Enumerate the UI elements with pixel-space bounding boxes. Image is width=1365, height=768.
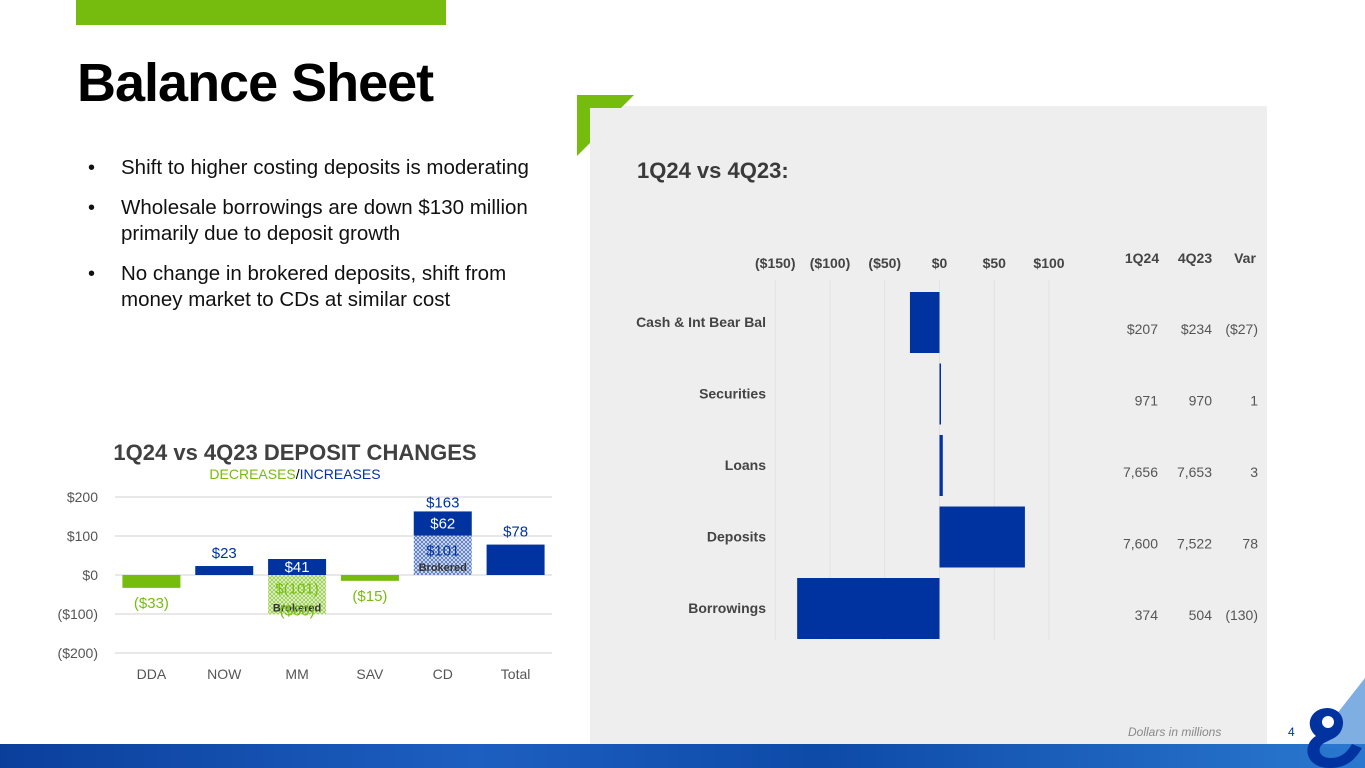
table-cell: $207 [1127, 321, 1158, 337]
page-title: Balance Sheet [77, 53, 434, 113]
bar [268, 559, 327, 575]
data-label: $23 [212, 545, 237, 562]
deposit-chart: $200 $100 $0 ($100) ($200) DDA NOW MM SAV CD Total… [58, 489, 552, 682]
category-label: Securities [699, 386, 766, 402]
footnote: Dollars in millions [1128, 725, 1222, 739]
bar [909, 292, 940, 353]
table-header: 4Q23 [1178, 250, 1212, 266]
balance-panel [590, 106, 1267, 746]
deposit-chart-title: 1Q24 vs 4Q23 DEPOSIT CHANGES [113, 440, 477, 465]
bar [413, 535, 472, 575]
table-cell: 374 [1135, 607, 1159, 623]
data-label: ($33) [134, 595, 169, 612]
x-tick-label: $0 [932, 255, 948, 271]
bar [486, 544, 545, 575]
data-label: $(101) [275, 581, 318, 598]
table-cell: ($27) [1225, 321, 1258, 337]
data-label: ($60) [280, 602, 315, 619]
bar [122, 575, 181, 588]
x-tick-label: DDA [137, 666, 167, 682]
category-label: Deposits [707, 529, 766, 545]
increases-label: INCREASES [299, 466, 381, 482]
x-tick-label: Total [501, 666, 531, 682]
brand-logo [1307, 678, 1365, 768]
y-tick-label: $0 [82, 567, 98, 583]
y-tick-label: $200 [67, 489, 98, 505]
data-label: $62 [430, 516, 455, 533]
balance-chart: ($150) ($100) ($50) $0 $50 $100 1Q24 4Q23 Var Cas… [636, 250, 1258, 640]
bar [340, 575, 399, 581]
table-cell: 7,653 [1177, 464, 1212, 480]
x-tick-label: MM [285, 666, 308, 682]
data-label: $101 [426, 542, 459, 559]
x-tick-label: NOW [207, 666, 242, 682]
page-number: 4 [1288, 725, 1295, 739]
decreases-label: DECREASES [209, 466, 296, 482]
x-tick-label: CD [433, 666, 453, 682]
data-sublabel: Brokered [273, 602, 321, 614]
subtitle-separator: / [295, 466, 300, 482]
data-label: $78 [503, 524, 528, 541]
table-cell: 971 [1135, 393, 1159, 409]
accent-bar [76, 0, 446, 25]
bullet-item: Shift to higher costing deposits is mode… [88, 155, 548, 181]
corner-accent [577, 95, 634, 156]
bar [413, 511, 472, 536]
data-label: $163 [426, 494, 459, 511]
table-cell: (130) [1225, 607, 1258, 623]
data-sublabel: Brokered [419, 562, 467, 574]
panel-title: 1Q24 vs 4Q23: [637, 158, 789, 183]
bullet-item: Wholesale borrowings are down $130 milli… [88, 195, 548, 247]
y-tick-label: $100 [67, 528, 98, 544]
table-cell: 7,656 [1123, 464, 1158, 480]
y-tick-label: ($100) [58, 606, 98, 622]
table-header: 1Q24 [1125, 250, 1159, 266]
bullet-list: Shift to higher costing deposits is mode… [88, 155, 548, 327]
table-cell: 970 [1189, 393, 1213, 409]
table-header: Var [1234, 250, 1256, 266]
data-label: $41 [285, 559, 310, 576]
table-cell: 7,600 [1123, 536, 1158, 552]
table-cell: 78 [1242, 536, 1258, 552]
bar [939, 363, 941, 425]
x-tick-label: $50 [983, 255, 1007, 271]
category-label: Loans [725, 457, 766, 473]
table-cell: 7,522 [1177, 536, 1212, 552]
category-label: Borrowings [688, 600, 766, 616]
bar [268, 575, 327, 615]
bar [195, 566, 254, 575]
bar [939, 435, 943, 496]
table-cell: 1 [1250, 393, 1258, 409]
data-label: ($15) [352, 588, 387, 605]
bar [939, 506, 1025, 568]
category-label: Cash & Int Bear Bal [636, 314, 766, 330]
x-tick-label: $100 [1033, 255, 1064, 271]
footer-band [0, 744, 1365, 768]
table-cell: $234 [1181, 321, 1212, 337]
x-tick-label: ($100) [810, 255, 850, 271]
table-cell: 3 [1250, 464, 1258, 480]
y-tick-label: ($200) [58, 645, 98, 661]
bullet-item: No change in brokered deposits, shift fr… [88, 261, 548, 313]
deposit-chart-subtitle: DECREASES/INCREASES [60, 466, 530, 482]
bar [797, 578, 940, 639]
x-tick-label: SAV [356, 666, 384, 682]
x-tick-label: ($50) [868, 255, 901, 271]
x-tick-label: ($150) [755, 255, 795, 271]
table-cell: 504 [1189, 607, 1213, 623]
